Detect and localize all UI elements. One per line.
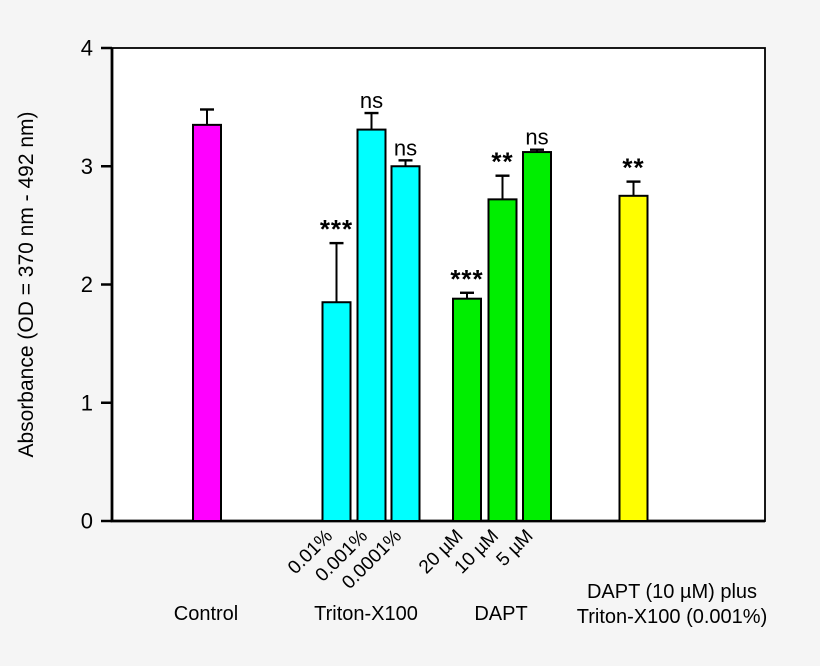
- bar-triton-x100-0.01-: [321, 301, 352, 522]
- significance-label-triton-x100-0.001-: ns: [360, 88, 383, 113]
- y-tick-label-0: 0: [81, 509, 93, 534]
- significance-label-dapt-10-m: **: [491, 147, 513, 177]
- x-tick-label-dapt-5-m: 5 µM: [493, 526, 538, 571]
- significance-label-triton-x100-0.0001-: ns: [394, 135, 417, 160]
- bar-triton-x100-0.0001-: [390, 165, 421, 522]
- group-label-control: Control: [174, 603, 238, 625]
- bar-dapt-10-m-plus: [618, 194, 649, 522]
- y-axis-title: Absorbance (OD = 370 nm - 492 nm): [15, 111, 38, 457]
- y-tick-label-3: 3: [81, 154, 93, 179]
- group-label-dapt: DAPT: [474, 603, 527, 625]
- significance-label-triton-x100-0.01-: ***: [320, 214, 353, 244]
- bar-triton-x100-0.001-: [356, 128, 387, 522]
- significance-label-dapt-5-m: ns: [525, 125, 548, 150]
- y-tick-label-2: 2: [81, 272, 93, 297]
- group-label-dapt-10-m-plus-line2: Triton-X100 (0.001%): [577, 606, 767, 628]
- group-label-dapt-10-m-plus-line1: DAPT (10 µM) plus: [587, 581, 757, 603]
- y-tick-label-4: 4: [81, 36, 93, 61]
- bar-dapt-10-m: [487, 198, 518, 523]
- bar-dapt-20-m: [452, 297, 482, 522]
- bar-dapt-5-m: [522, 151, 552, 522]
- y-tick-label-1: 1: [81, 390, 93, 415]
- significance-label-dapt-10-m-plus: **: [622, 153, 644, 183]
- group-label-triton-x100: Triton-X100: [314, 603, 418, 625]
- bar-control: [192, 123, 222, 523]
- significance-label-dapt-20-m: ***: [450, 264, 483, 294]
